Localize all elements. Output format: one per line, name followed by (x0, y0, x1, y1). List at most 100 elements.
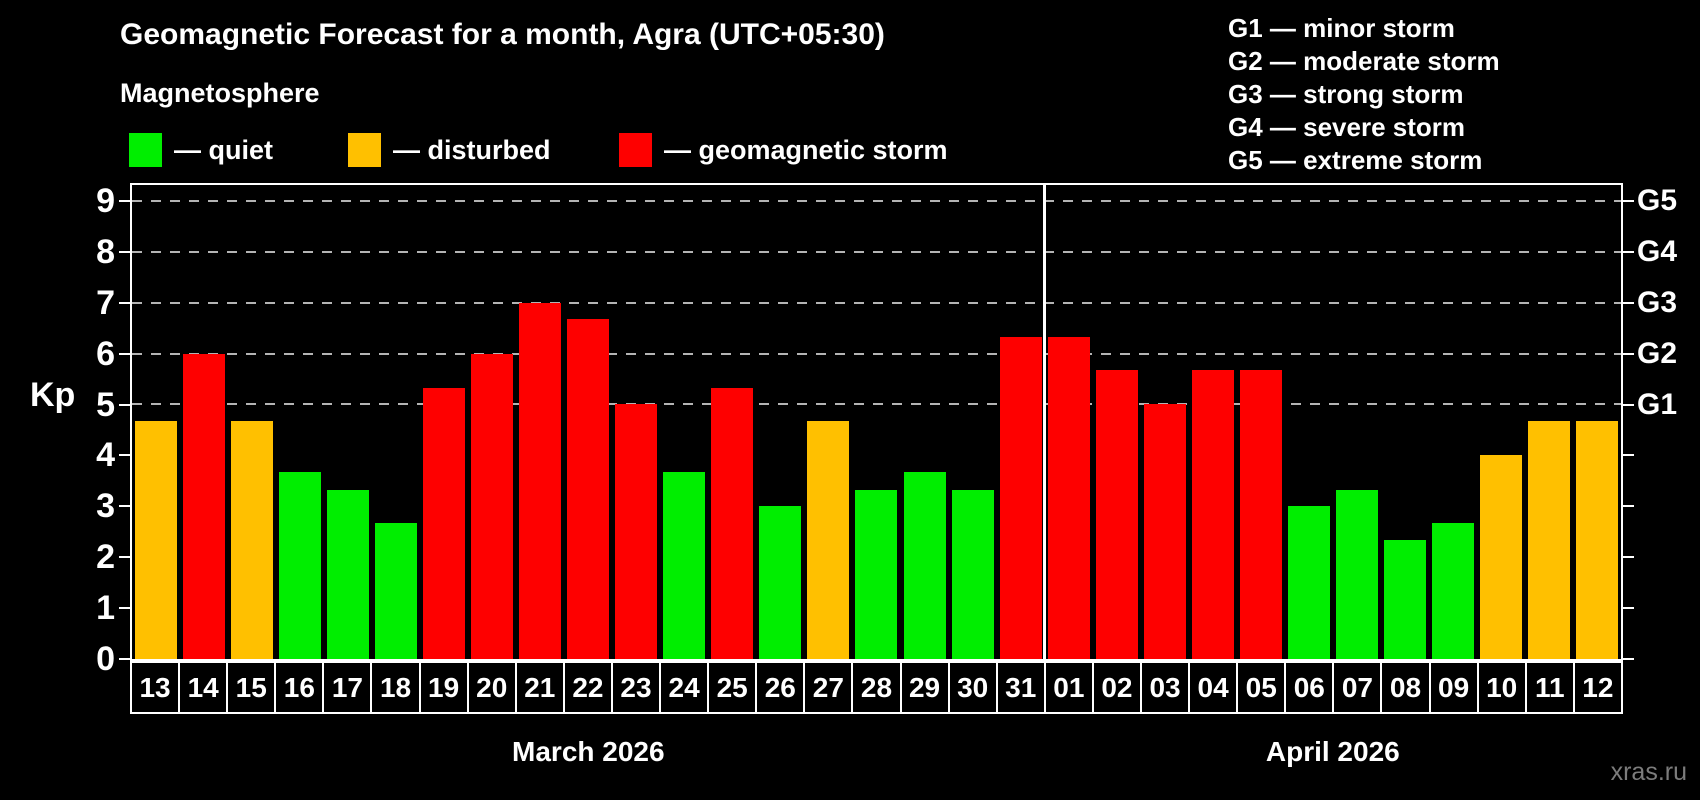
kp-bar-09 (1432, 523, 1474, 659)
day-label-20: 20 (466, 663, 515, 712)
y-tick-mark-right-2 (1623, 556, 1634, 559)
kp-bar-18 (375, 523, 417, 659)
legend-item-quiet: — quiet (129, 131, 273, 169)
right-axis-label-g5: G5 (1637, 183, 1678, 217)
y-tick-mark-right-0 (1623, 658, 1634, 660)
day-label-28: 28 (851, 663, 899, 712)
day-label-02: 02 (1091, 663, 1140, 712)
kp-bar-06 (1288, 506, 1330, 659)
y-tick-mark-right-7 (1623, 301, 1634, 304)
y-tick-label-8: 8 (96, 232, 115, 271)
plot-inner (132, 185, 1621, 659)
y-tick-label-5: 5 (96, 385, 115, 424)
g-legend-line-g4: G4 — severe storm (1228, 112, 1466, 142)
day-label-14: 14 (178, 663, 226, 712)
kp-bar-20 (471, 354, 513, 659)
y-tick-label-3: 3 (96, 487, 115, 526)
y-tick-mark-left-1 (119, 607, 130, 610)
page-title: Geomagnetic Forecast for a month, Agra (… (120, 18, 885, 51)
y-tick-mark-right-4 (1623, 454, 1634, 457)
kp-bar-13 (135, 421, 177, 659)
magnetosphere-subtitle: Magnetosphere (120, 78, 320, 108)
gridline-kp-9 (132, 200, 1621, 202)
day-label-04: 04 (1188, 663, 1236, 712)
y-tick-mark-right-9 (1623, 199, 1634, 202)
month-label-1: April 2026 (1265, 736, 1400, 767)
day-label-25: 25 (707, 663, 755, 712)
y-tick-mark-left-7 (119, 301, 130, 304)
kp-bar-17 (327, 490, 369, 659)
y-tick-mark-right-3 (1623, 505, 1634, 508)
gridline-kp-5 (132, 403, 1621, 405)
day-label-09: 09 (1428, 663, 1477, 712)
day-label-22: 22 (562, 663, 611, 712)
right-axis-label-g1: G1 (1637, 387, 1678, 421)
y-tick-mark-right-5 (1623, 403, 1634, 406)
kp-bar-23 (615, 404, 657, 659)
kp-bar-10 (1480, 455, 1522, 659)
y-tick-mark-left-0 (119, 658, 130, 660)
y-axis-title: Kp (30, 376, 76, 414)
y-tick-label-7: 7 (96, 283, 115, 322)
kp-bar-16 (279, 472, 321, 659)
day-label-31: 31 (995, 663, 1044, 712)
kp-bar-08 (1384, 540, 1426, 659)
kp-bar-02 (1096, 370, 1138, 659)
y-tick-mark-right-6 (1623, 352, 1634, 355)
day-label-06: 06 (1284, 663, 1332, 712)
legend-label-quiet: — quiet (174, 134, 273, 165)
day-label-21: 21 (514, 663, 563, 712)
day-label-11: 11 (1524, 663, 1573, 712)
kp-bar-25 (711, 388, 753, 659)
g-legend-line-g1: G1 — minor storm (1228, 13, 1455, 43)
y-tick-mark-right-8 (1623, 250, 1634, 253)
day-label-29: 29 (899, 663, 948, 712)
legend-item-disturbed: — disturbed (348, 131, 551, 169)
plot-area (130, 183, 1623, 661)
day-label-15: 15 (226, 663, 274, 712)
day-label-17: 17 (322, 663, 370, 712)
day-label-16: 16 (274, 663, 322, 712)
right-axis-label-g3: G3 (1637, 285, 1678, 319)
g-legend-line-g3: G3 — strong storm (1228, 79, 1464, 109)
kp-bar-29 (904, 472, 946, 659)
y-tick-mark-left-9 (119, 199, 130, 202)
kp-bar-27 (807, 421, 849, 659)
day-label-08: 08 (1380, 663, 1428, 712)
day-label-19: 19 (418, 663, 467, 712)
day-label-10: 10 (1476, 663, 1525, 712)
g-scale-legend: G1 — minor storm G2 — moderate storm G3 — … (1228, 12, 1500, 177)
legend-swatch-storm (619, 133, 652, 167)
gridline-kp-8 (132, 251, 1621, 253)
gridline-kp-6 (132, 353, 1621, 355)
y-tick-mark-left-5 (119, 403, 130, 406)
y-tick-mark-left-6 (119, 352, 130, 355)
legend-item-storm: — geomagnetic storm (619, 131, 948, 169)
y-tick-label-9: 9 (96, 181, 115, 220)
legend-swatch-disturbed (348, 133, 381, 167)
kp-bar-30 (952, 490, 994, 659)
y-tick-label-2: 2 (96, 538, 115, 577)
y-tick-mark-left-4 (119, 454, 130, 457)
kp-bar-15 (231, 421, 273, 659)
day-label-07: 07 (1332, 663, 1380, 712)
y-tick-label-6: 6 (96, 334, 115, 373)
kp-bar-14 (183, 354, 225, 659)
day-label-13: 13 (139, 671, 171, 703)
y-tick-mark-left-2 (119, 556, 130, 559)
kp-bar-03 (1144, 404, 1186, 659)
legend-swatch-quiet (129, 133, 162, 167)
kp-bar-11 (1528, 421, 1570, 659)
kp-bar-26 (759, 506, 801, 659)
kp-bar-24 (663, 472, 705, 659)
y-tick-mark-left-3 (119, 505, 130, 508)
legend-label-disturbed: — disturbed (393, 134, 551, 165)
day-label-23: 23 (610, 663, 659, 712)
day-label-26: 26 (755, 663, 803, 712)
day-label-03: 03 (1139, 663, 1188, 712)
kp-bar-31 (1000, 337, 1042, 659)
y-tick-mark-left-8 (119, 250, 130, 253)
day-label-05: 05 (1236, 663, 1284, 712)
y-tick-label-1: 1 (96, 589, 115, 628)
